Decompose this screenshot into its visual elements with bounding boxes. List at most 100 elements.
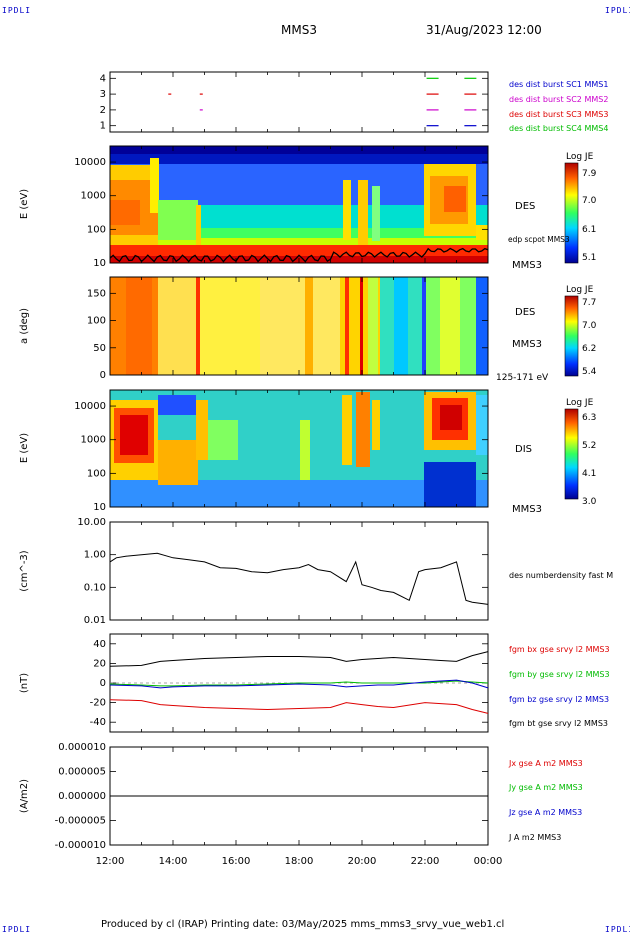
y-tick-label: 1 bbox=[100, 121, 106, 132]
y-tick-label: 100 bbox=[87, 468, 106, 479]
dis-energy-spectrogram bbox=[110, 390, 488, 507]
fgm-legend-bt: fgm bt gse srvy l2 MMS3 bbox=[509, 719, 608, 728]
des-energy-spectrogram bbox=[110, 146, 488, 263]
des-energy-cbar-tick: 7.0 bbox=[582, 196, 597, 206]
fgm-by-line bbox=[109, 680, 489, 687]
des-energy-ylabel: E (eV) bbox=[19, 189, 30, 219]
fgm-legend-bz: fgm bz gse srvy l2 MMS3 bbox=[509, 695, 609, 704]
y-tick-label: 0 bbox=[100, 678, 106, 689]
y-tick-label: 20 bbox=[93, 658, 106, 669]
y-tick-label: 2 bbox=[100, 105, 106, 116]
dis-energy-cbar-tick: 4.1 bbox=[582, 469, 596, 479]
current-legend-j: J A m2 MMS3 bbox=[508, 833, 561, 842]
y-tick-label: 0.000010 bbox=[58, 742, 106, 753]
current-legend-jy: Jy gse A m2 MMS3 bbox=[508, 783, 583, 792]
y-tick-label: 4 bbox=[100, 73, 106, 84]
density-legend: des numberdensity fast M bbox=[509, 571, 613, 580]
fgm-legend-by: fgm by gse srvy l2 MMS3 bbox=[509, 670, 610, 679]
x-tick-label: 16:00 bbox=[222, 856, 251, 867]
burst-panel-frame bbox=[109, 71, 489, 133]
dis-energy-spacecraft: MMS3 bbox=[512, 504, 542, 515]
density-panel-frame bbox=[109, 521, 489, 621]
corner-label-bl: IPDLI bbox=[2, 925, 32, 934]
corner-label-tr: IPDLI bbox=[605, 6, 630, 15]
burst-legend-mms3: des dist burst SC3 MMS3 bbox=[509, 110, 608, 119]
dis-energy-colorbar bbox=[564, 408, 579, 500]
current-ylabel: (A/m2) bbox=[19, 779, 30, 813]
x-tick-label: 12:00 bbox=[96, 856, 125, 867]
des-pitch-cbar-title: Log JE bbox=[566, 285, 594, 295]
y-tick-label: -20 bbox=[90, 698, 106, 709]
y-tick-label: 3 bbox=[100, 89, 106, 100]
fgm-ylabel: (nT) bbox=[19, 673, 30, 693]
y-tick-label: 10000 bbox=[74, 401, 106, 412]
y-tick-label: 1000 bbox=[81, 435, 106, 446]
y-tick-label: 50 bbox=[93, 343, 106, 354]
corner-label-tl: IPDLI bbox=[2, 6, 32, 15]
y-tick-label: -40 bbox=[90, 717, 106, 728]
burst-legend-mms2: des dist burst SC2 MMS2 bbox=[509, 95, 608, 104]
density-line bbox=[109, 552, 489, 605]
dis-energy-cbar-tick: 6.3 bbox=[582, 413, 596, 423]
y-tick-label: 10 bbox=[93, 502, 106, 513]
density-ylabel: (cm^-3) bbox=[19, 550, 30, 591]
des-energy-spacecraft: MMS3 bbox=[512, 260, 542, 271]
dis-energy-instrument: DIS bbox=[515, 444, 532, 455]
y-tick-label: 40 bbox=[93, 639, 106, 650]
x-tick-label: 00:00 bbox=[474, 856, 503, 867]
y-tick-label: 1.00 bbox=[84, 550, 106, 561]
dis-energy-ylabel: E (eV) bbox=[19, 433, 30, 463]
des-energy-cbar-tick: 7.9 bbox=[582, 169, 597, 179]
y-tick-label: 10.00 bbox=[77, 517, 106, 528]
y-tick-label: -0.000010 bbox=[55, 840, 106, 851]
current-legend-jx: Jx gse A m2 MMS3 bbox=[508, 759, 583, 768]
scpot-label: edp scpot MMS3 bbox=[508, 235, 570, 244]
current-legend-jz: Jz gse A m2 MMS3 bbox=[508, 808, 582, 817]
fgm-legend-bx: fgm bx gse srvy l2 MMS3 bbox=[509, 645, 610, 654]
fgm-bx-line bbox=[109, 699, 489, 714]
fgm-bz-line bbox=[109, 679, 489, 689]
des-pitch-instrument: DES bbox=[515, 307, 535, 318]
y-tick-label: 0 bbox=[100, 370, 106, 381]
des-pitch-ylabel: a (deg) bbox=[19, 308, 30, 344]
y-tick-label: 10000 bbox=[74, 157, 106, 168]
x-tick-label: 14:00 bbox=[159, 856, 188, 867]
des-pitch-cbar-tick: 7.7 bbox=[582, 298, 596, 308]
des-pitch-energy-range: 125-171 eV bbox=[496, 373, 549, 383]
des-pitch-cbar-tick: 6.2 bbox=[582, 344, 596, 354]
spacecraft-title: MMS3 bbox=[281, 23, 317, 37]
footer-credits: Produced by cl (IRAP) Printing date: 03/… bbox=[101, 919, 505, 930]
burst-legend-mms1: des dist burst SC1 MMS1 bbox=[509, 80, 608, 89]
datetime-title: 31/Aug/2023 12:00 bbox=[426, 23, 542, 37]
des-energy-cbar-tick: 6.1 bbox=[582, 225, 596, 235]
fgm-bt-line bbox=[109, 651, 489, 667]
corner-label-br: IPDLI bbox=[605, 925, 630, 934]
des-pitch-angle-spectrogram bbox=[110, 277, 488, 375]
y-tick-label: 0.01 bbox=[84, 615, 106, 626]
des-pitch-cbar-tick: 7.0 bbox=[582, 321, 597, 331]
des-energy-colorbar bbox=[564, 162, 579, 264]
y-tick-label: 10 bbox=[93, 258, 106, 269]
des-pitch-cbar-tick: 5.4 bbox=[582, 367, 597, 377]
dis-energy-cbar-tick: 5.2 bbox=[582, 441, 596, 451]
des-energy-cbar-tick: 5.1 bbox=[582, 253, 596, 263]
y-tick-label: 100 bbox=[87, 224, 106, 235]
dis-energy-cbar-title: Log JE bbox=[566, 398, 594, 408]
burst-legend-mms4: des dist burst SC4 MMS4 bbox=[509, 124, 608, 133]
y-tick-label: 0.10 bbox=[84, 582, 106, 593]
dis-energy-cbar-tick: 3.0 bbox=[582, 497, 597, 507]
des-pitch-spacecraft: MMS3 bbox=[512, 339, 542, 350]
des-energy-instrument: DES bbox=[515, 201, 535, 212]
x-tick-label: 22:00 bbox=[411, 856, 440, 867]
des-pitch-angle-colorbar bbox=[564, 295, 579, 377]
y-tick-label: 150 bbox=[87, 288, 106, 299]
y-tick-label: 1000 bbox=[81, 191, 106, 202]
x-tick-label: 18:00 bbox=[285, 856, 314, 867]
y-tick-label: -0.000005 bbox=[55, 816, 106, 827]
y-tick-label: 0.000005 bbox=[58, 767, 106, 778]
y-tick-label: 0.000000 bbox=[58, 791, 106, 802]
des-energy-cbar-title: Log JE bbox=[566, 152, 594, 162]
y-tick-label: 100 bbox=[87, 316, 106, 327]
x-tick-label: 20:00 bbox=[348, 856, 377, 867]
